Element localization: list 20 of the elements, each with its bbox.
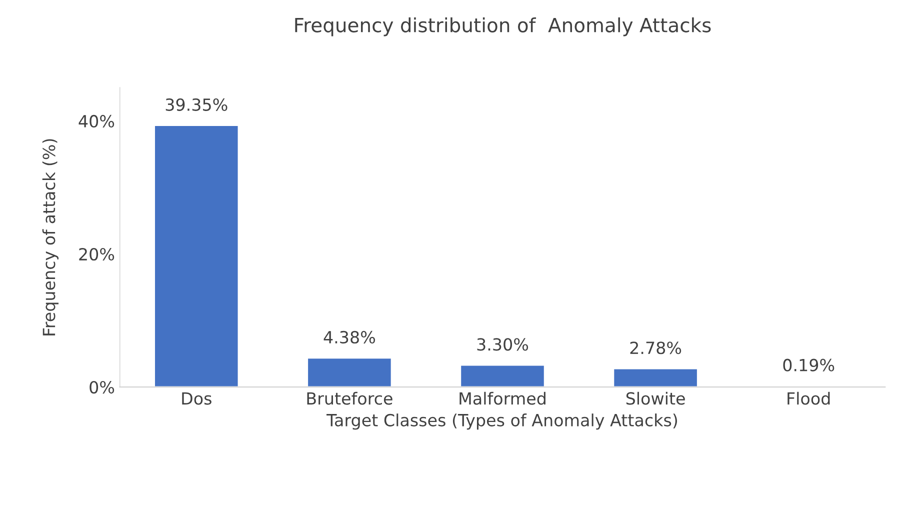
y-axis-title: Frequency of attack (%) — [42, 139, 59, 336]
x-tick-label: Flood — [788, 392, 830, 405]
x-tick-label: Bruteforce — [307, 392, 392, 405]
data-label: 2.78% — [630, 342, 682, 354]
data-label: 3.30% — [477, 338, 528, 351]
bar — [154, 124, 240, 387]
y-tick-label: 0% — [90, 380, 114, 394]
x-tick-label: Dos — [182, 392, 212, 405]
bar — [612, 368, 698, 387]
x-tick-label: Slowite — [626, 392, 685, 405]
data-label: 0.19% — [783, 358, 834, 372]
bar — [460, 364, 546, 387]
x-axis-title: Target Classes (Types of Anomaly Attacks) — [326, 414, 677, 430]
y-tick-label: 40% — [78, 114, 114, 128]
data-label: 4.38% — [324, 330, 375, 344]
x-tick-label: Malformed — [460, 392, 546, 405]
chart-title: Frequency distribution of Anomaly Attacks — [295, 17, 711, 36]
y-tick-label: 20% — [79, 248, 114, 261]
data-label: 39.35% — [166, 98, 228, 111]
bar — [306, 357, 392, 387]
